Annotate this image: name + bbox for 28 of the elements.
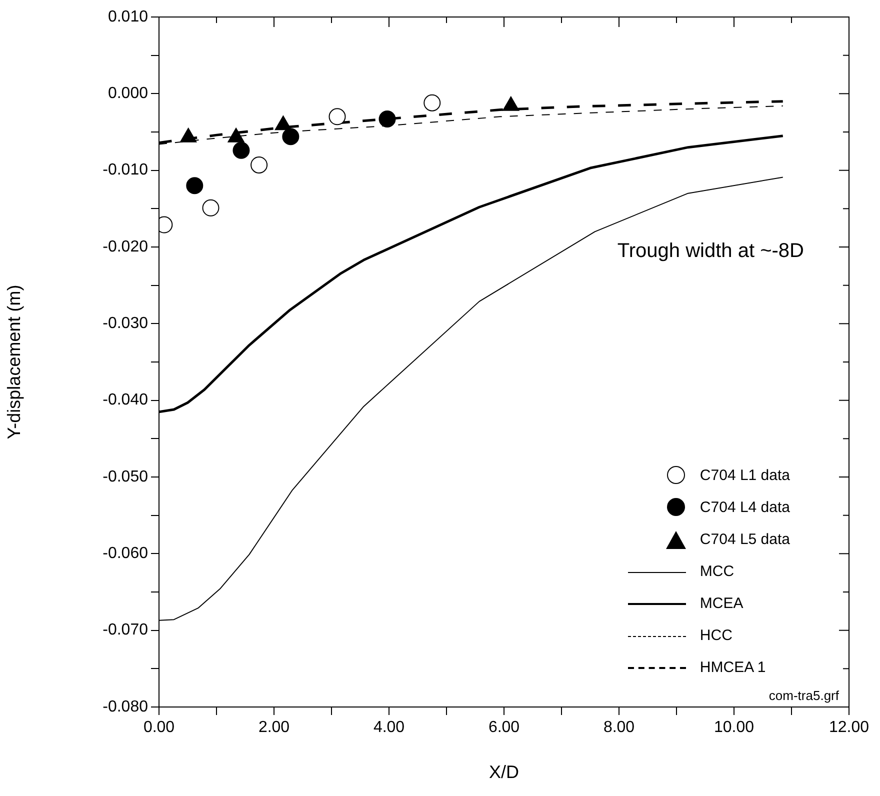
x-axis-title: X/D	[488, 762, 520, 782]
x-tick-label: 8.00	[603, 719, 635, 736]
y-tick-label: -0.080	[102, 698, 148, 716]
y-axis-title: Y-displacement (m)	[4, 284, 24, 440]
legend-label: C704 L5 data	[700, 531, 790, 549]
legend-label: HMCEA 1	[700, 659, 766, 677]
y-tick-label: 0.010	[108, 8, 148, 26]
x-tick-label: 10.00	[714, 719, 754, 736]
annotation: com-tra5.grf	[768, 688, 840, 704]
legend-label: MCEA	[700, 595, 744, 613]
x-tick-label: 12.00	[828, 719, 870, 736]
y-tick-label: -0.070	[102, 622, 148, 639]
legend-label: HCC	[700, 627, 732, 645]
legend-label: C704 L1 data	[700, 467, 790, 485]
y-tick-label: -0.050	[102, 468, 148, 486]
legend-label: MCC	[700, 563, 734, 581]
y-tick-label: -0.040	[102, 392, 148, 409]
y-tick-label: -0.030	[102, 315, 148, 332]
annotation: Trough width at ~-8D	[617, 240, 804, 262]
y-tick-label: -0.020	[102, 238, 148, 256]
x-tick-label: 6.00	[488, 719, 520, 736]
x-tick-label: 0.00	[143, 719, 175, 736]
y-tick-label: -0.010	[102, 162, 148, 179]
y-tick-label: 0.000	[108, 85, 148, 102]
y-tick-label: -0.060	[102, 545, 148, 562]
legend-label: C704 L4 data	[700, 499, 790, 517]
x-tick-label: 2.00	[258, 719, 290, 736]
x-tick-label: 4.00	[373, 719, 405, 736]
